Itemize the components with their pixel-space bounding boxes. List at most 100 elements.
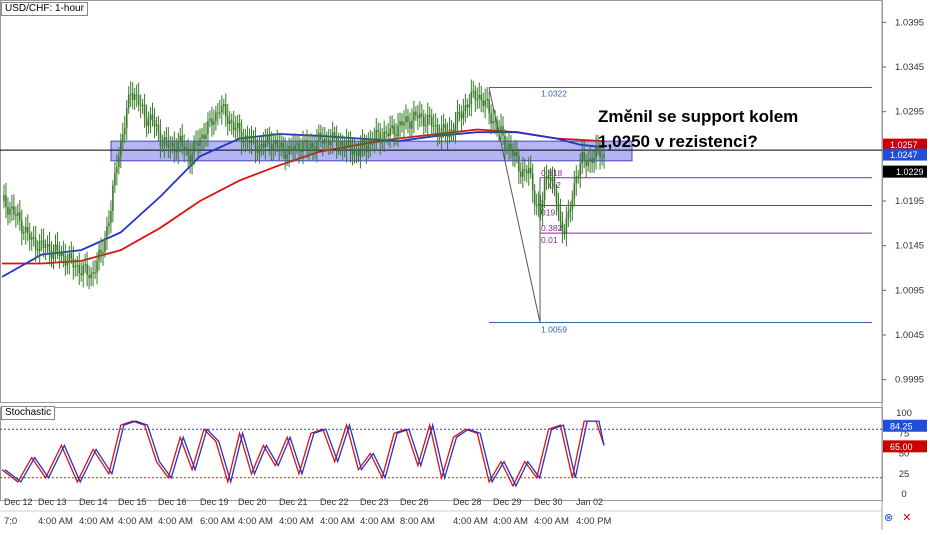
candle-body — [545, 176, 548, 180]
candle-body — [603, 154, 605, 158]
link-icon[interactable]: ⊗ — [884, 512, 894, 524]
candle-body — [22, 232, 25, 234]
time-label-date: Dec 16 — [158, 497, 187, 507]
candle-body — [82, 265, 84, 276]
candle-body — [514, 152, 516, 156]
candle-body — [557, 203, 560, 212]
candle-body — [48, 244, 51, 253]
annotation-line-1: Změnil se support kolem — [598, 107, 799, 126]
candle-body — [428, 114, 431, 118]
candle-body — [129, 93, 132, 95]
candle-body — [512, 150, 514, 156]
candle-body — [264, 140, 267, 148]
candle-body — [30, 237, 33, 240]
candle-body — [3, 195, 5, 201]
candle-body — [193, 141, 195, 154]
candle-body — [529, 167, 532, 174]
candle-body — [373, 139, 376, 143]
candle-body — [452, 129, 455, 133]
price-tick-label: 1.0195 — [895, 196, 924, 207]
candle-body — [302, 141, 304, 152]
candle-body — [74, 266, 77, 268]
candle-body — [36, 249, 39, 251]
candle-body — [155, 124, 158, 127]
price-box — [883, 138, 927, 151]
candle-body — [365, 146, 368, 153]
candle-body — [102, 251, 104, 254]
candle-body — [110, 211, 112, 223]
time-label-date: Dec 29 — [493, 497, 522, 507]
candle-body — [177, 141, 180, 153]
candle-body — [246, 135, 249, 142]
candle-body — [5, 195, 7, 207]
time-label-time: 4:00 AM — [279, 516, 314, 527]
candle-body — [228, 120, 231, 125]
candle-body — [496, 121, 498, 131]
candle-body — [100, 249, 102, 254]
candle-body — [274, 139, 277, 144]
time-label-date: Dec 26 — [400, 497, 429, 507]
annotation-line-2: 1,0250 v rezistenci? — [598, 132, 758, 151]
candle-body — [484, 100, 486, 106]
candle-body — [421, 113, 423, 117]
price-box — [883, 165, 927, 178]
candle-body — [52, 250, 55, 259]
candle-body — [209, 118, 211, 121]
time-label-time: 7:0 — [4, 516, 17, 527]
time-label-date: Dec 15 — [118, 497, 147, 507]
candle-body — [426, 114, 429, 125]
candle-body — [70, 253, 73, 259]
candle-body — [171, 142, 174, 146]
candle-body — [114, 172, 116, 186]
candle-body — [506, 147, 508, 149]
time-label-date: Dec 14 — [79, 497, 108, 507]
candle-body — [112, 185, 114, 212]
candle-body — [72, 258, 75, 268]
stoch-box-label: 84.25 — [890, 421, 913, 431]
candle-body — [327, 138, 330, 146]
candle-body — [349, 139, 352, 152]
time-label-time: 4:00 AM — [453, 516, 488, 527]
time-label-time: 4:00 AM — [38, 516, 73, 527]
candle-body — [203, 134, 205, 139]
candle-body — [169, 145, 172, 148]
candle-body — [13, 206, 15, 215]
time-label-time: 4:00 AM — [118, 516, 153, 527]
stoch-tick-label: 0 — [901, 489, 906, 500]
candle-body — [286, 154, 288, 159]
candle-body — [569, 209, 572, 212]
candle-body — [559, 211, 562, 222]
candle-body — [64, 256, 67, 266]
candle-body — [482, 100, 485, 106]
candle-body — [149, 114, 152, 121]
candle-body — [120, 140, 122, 157]
candle-body — [221, 105, 223, 113]
candle-body — [587, 160, 589, 166]
candle-body — [173, 142, 176, 151]
candle-body — [217, 112, 219, 114]
candle-body — [256, 150, 259, 153]
candle-body — [539, 203, 542, 214]
candle-body — [232, 122, 235, 131]
candle-body — [86, 264, 88, 276]
bottom-toolbar: ⊗ ✕ — [884, 511, 918, 524]
candle-body — [123, 127, 126, 135]
candle-body — [434, 124, 437, 127]
candle-body — [480, 94, 483, 101]
candle-body — [419, 113, 421, 118]
candle-body — [527, 167, 530, 174]
candle-body — [161, 145, 164, 147]
candle-body — [195, 141, 197, 143]
candle-body — [444, 124, 447, 134]
candle-body — [523, 169, 526, 171]
time-label-date: Dec 28 — [453, 497, 482, 507]
candle-body — [401, 121, 403, 126]
candle-body — [213, 121, 215, 125]
candle-body — [197, 142, 199, 146]
candle-body — [284, 148, 286, 159]
close-x-icon[interactable]: ✕ — [902, 512, 912, 524]
candle-body — [224, 104, 227, 117]
time-label-time: 4:00 AM — [534, 516, 569, 527]
